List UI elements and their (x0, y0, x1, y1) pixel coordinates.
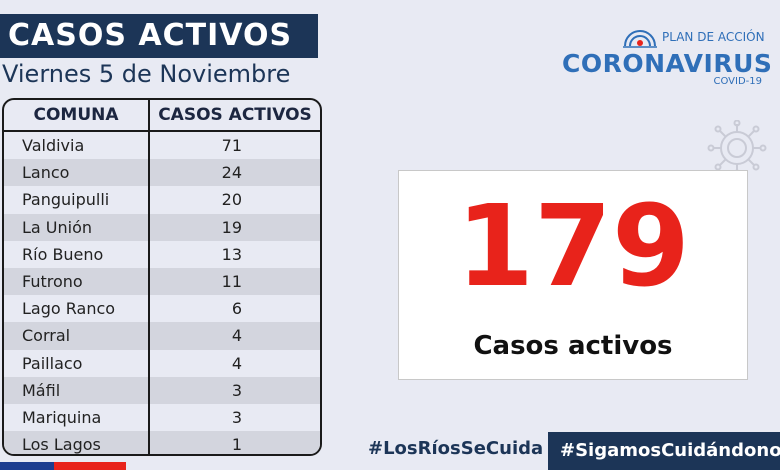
cases-table: COMUNA CASOS ACTIVOS Valdivia 71 Lanco 24 … (2, 98, 322, 456)
comuna-cell: Lanco (22, 163, 70, 183)
logo-covid-text: COVID-19 (713, 76, 762, 87)
flag-stripe (0, 462, 126, 470)
table-row: Lanco 24 (4, 159, 320, 187)
table-row: Los Lagos 1 (4, 431, 320, 455)
comuna-cell: Panguipulli (22, 190, 110, 210)
table-row: Mariquina 3 (4, 403, 320, 432)
casos-cell: 6 (148, 295, 320, 323)
logo-plan-text: PLAN DE ACCIÓN (662, 30, 765, 44)
title-banner: CASOS ACTIVOS (0, 14, 318, 58)
comuna-cell: Mariquina (22, 407, 102, 427)
casos-cell: 20 (148, 186, 320, 214)
table-row: Valdivia 71 (4, 132, 320, 160)
casos-cell: 3 (148, 403, 320, 432)
table-row: Futrono 11 (4, 267, 320, 296)
table-row: Río Bueno 13 (4, 240, 320, 268)
casos-cell: 11 (148, 267, 320, 296)
casos-cell: 1 (148, 431, 320, 454)
total-cases-number: 179 (456, 182, 690, 312)
comuna-cell: Lago Ranco (22, 299, 116, 319)
total-cases-label: Casos activos (473, 331, 673, 361)
comuna-cell: Río Bueno (22, 244, 104, 264)
hashtag-los-rios: #LosRíosSeCuida (368, 438, 544, 459)
flag-blue-stripe (0, 462, 54, 470)
table-row: Lago Ranco 6 (4, 295, 320, 323)
table-row: Panguipulli 20 (4, 186, 320, 214)
casos-cell: 13 (148, 240, 320, 268)
comuna-cell: La Unión (22, 217, 93, 237)
virus-icon (707, 120, 767, 176)
hashtag-sigamos: #SigamosCuidándonos (548, 432, 780, 470)
plan-accion-logo: PLAN DE ACCIÓN CORONAVIRUS COVID-19 (562, 24, 772, 94)
table-row: Paillaco 4 (4, 349, 320, 377)
column-header-casos: CASOS ACTIVOS (148, 100, 320, 130)
table-body: Valdivia 71 Lanco 24 Panguipulli 20 La Unió… (4, 132, 320, 455)
comuna-cell: Valdivia (22, 136, 85, 155)
comuna-cell: Máfil (22, 380, 61, 400)
table-row: Máfil 3 (4, 376, 320, 404)
logo-coronavirus-text: CORONAVIRUS (562, 49, 773, 78)
comuna-cell: Paillaco (22, 353, 83, 373)
casos-cell: 71 (148, 132, 320, 160)
government-seal-icon (623, 30, 657, 48)
table-row: La Unión 19 (4, 213, 320, 241)
casos-cell: 19 (148, 213, 320, 241)
casos-cell: 4 (148, 349, 320, 377)
comuna-cell: Futrono (22, 271, 83, 291)
table-row: Corral 4 (4, 322, 320, 350)
total-cases-card: 179 Casos activos (398, 170, 748, 380)
casos-cell: 4 (148, 322, 320, 350)
date-label: Viernes 5 de Noviembre (2, 60, 291, 88)
flag-red-stripe (54, 462, 126, 470)
casos-cell: 24 (148, 159, 320, 187)
table-header: COMUNA CASOS ACTIVOS (4, 100, 320, 132)
comuna-cell: Los Lagos (22, 435, 101, 455)
column-header-comuna: COMUNA (33, 105, 119, 125)
casos-cell: 3 (148, 376, 320, 404)
comuna-cell: Corral (22, 326, 71, 346)
